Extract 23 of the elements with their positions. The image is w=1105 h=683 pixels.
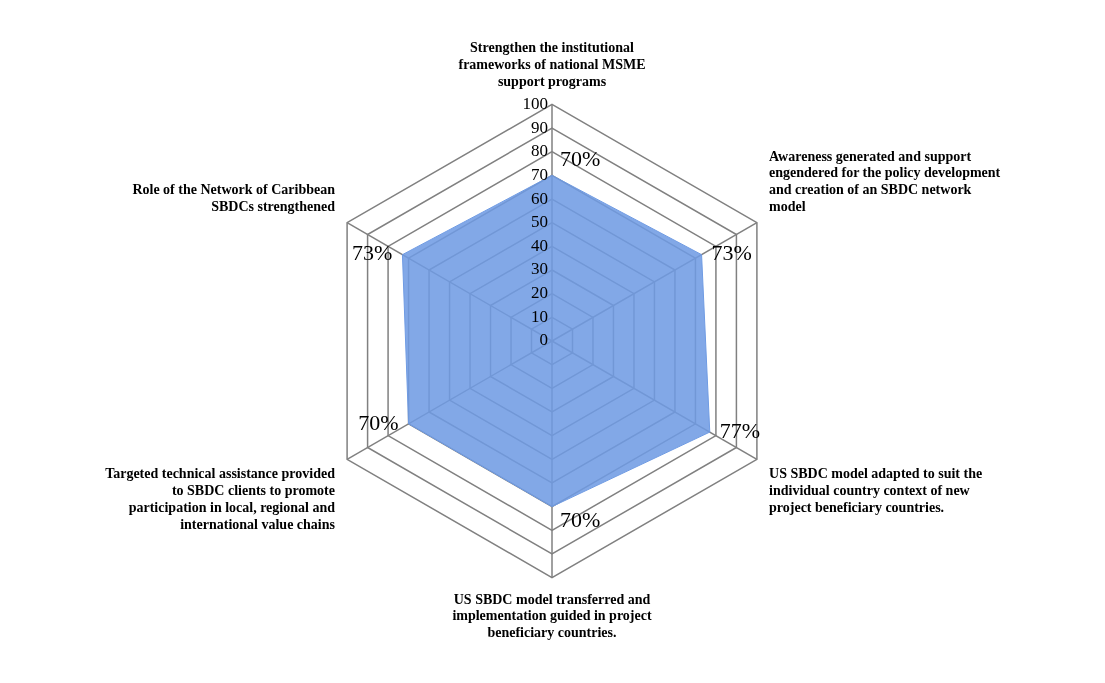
data-label: 70% [560,146,601,172]
y-tick-label: 100 [522,93,548,113]
spoke-label: US SBDC model adapted to suit the individual country context of new project beneficiary countries. [769,466,983,515]
y-tick-label: 80 [531,141,548,161]
y-tick-label: 40 [531,235,548,255]
data-label: 70% [560,507,601,533]
y-tick-label: 60 [531,188,548,208]
spoke-label: Strengthen the institutional frameworks of national MSME support programs [458,40,646,89]
y-tick-label: 70 [531,164,548,184]
spoke-label: Targeted technical assistance provided to SBDC clients to promote participation in local, regional and international value chains [105,466,336,532]
y-tick-label: 30 [531,259,548,279]
y-tick-label: 20 [531,283,548,303]
spoke-label: Awareness generated and support engendered for the policy development and creation of an SBDC network model [769,148,1001,214]
data-label: 73% [711,240,752,266]
data-label: 70% [358,409,399,435]
y-tick-label: 0 [539,330,548,350]
y-tick-label: 10 [531,306,548,326]
data-label: 73% [352,240,393,266]
y-tick-label: 50 [531,212,548,232]
data-label: 77% [719,417,761,443]
spoke-label: Role of the Network of Caribbean SBDCs strengthened [132,182,336,214]
spoke-label: US SBDC model transferred and implementation guided in project beneficiary countries. [452,591,652,641]
y-tick-label: 90 [531,117,548,137]
